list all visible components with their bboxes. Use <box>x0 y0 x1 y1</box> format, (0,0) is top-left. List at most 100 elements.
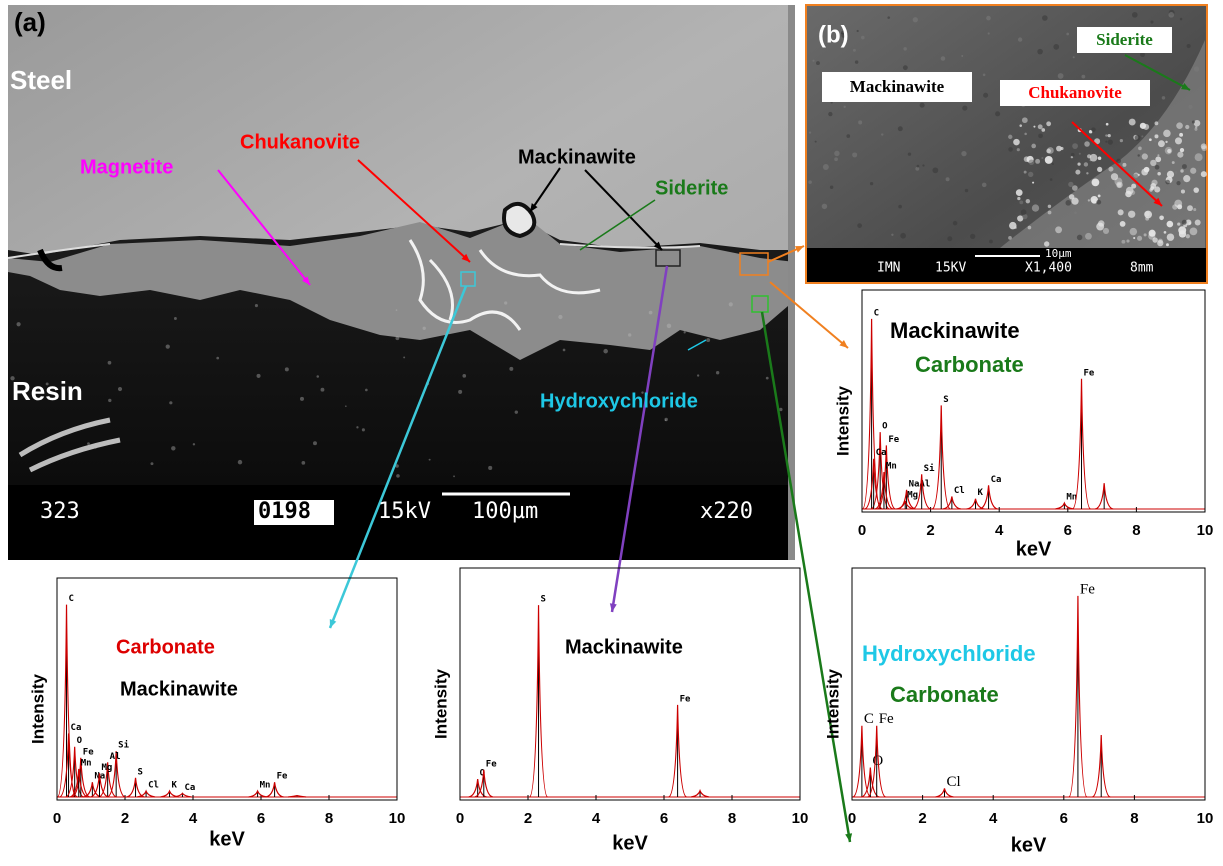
speckle <box>857 30 859 32</box>
speckle <box>1194 66 1199 71</box>
speckle <box>922 164 924 166</box>
speckle <box>1149 138 1152 141</box>
speckle <box>808 180 812 184</box>
speckle <box>1165 141 1167 143</box>
speckle <box>169 401 172 404</box>
speckle <box>961 55 963 57</box>
speckle <box>1180 169 1183 172</box>
speckle <box>1201 171 1207 177</box>
speckle <box>302 461 306 465</box>
speckle <box>1066 33 1069 36</box>
speckle <box>1013 139 1020 146</box>
x-tick-label: 10 <box>389 810 406 827</box>
speckle <box>1085 233 1092 240</box>
speckle <box>1122 163 1126 167</box>
speckle <box>1021 209 1027 215</box>
speckle <box>887 16 890 19</box>
speckle <box>1121 240 1125 244</box>
speckle <box>16 322 20 326</box>
speckle <box>1180 18 1183 21</box>
x-tick-label: 4 <box>592 810 601 827</box>
peak-label: C <box>874 308 879 318</box>
x-tick-label: 2 <box>926 522 934 539</box>
speckle <box>1179 133 1183 137</box>
speckle <box>1133 174 1138 179</box>
speckle <box>1008 147 1013 152</box>
speckle <box>1075 170 1080 175</box>
info-text: 0198 <box>258 499 311 524</box>
speckle <box>697 374 699 376</box>
peak-label: C <box>69 594 74 604</box>
speckle <box>1176 122 1183 129</box>
speckle <box>1098 194 1101 197</box>
speckle <box>317 375 320 378</box>
speckle <box>1165 147 1172 154</box>
speckle <box>1128 211 1135 218</box>
speckle <box>1035 159 1040 164</box>
speckle <box>915 167 919 171</box>
speckle <box>1120 221 1126 227</box>
speckle <box>1177 222 1180 225</box>
spectrum-annotation: Carbonate <box>915 352 1024 377</box>
speckle <box>1108 167 1113 172</box>
speckle <box>118 387 122 391</box>
speckle <box>603 349 608 354</box>
speckle <box>1194 128 1197 131</box>
speckle <box>1072 143 1078 149</box>
speckle <box>1190 227 1198 235</box>
speckle <box>1108 134 1111 137</box>
speckle <box>300 397 304 401</box>
speckle <box>1120 139 1123 142</box>
info-text: 15KV <box>935 261 966 276</box>
phase-label: Chukanovite <box>240 131 360 153</box>
x-tick-label: 4 <box>989 810 998 827</box>
speckle <box>1144 211 1150 217</box>
peak-label: Al <box>110 752 121 762</box>
speckle <box>1137 154 1139 156</box>
x-tick-label: 0 <box>53 810 61 827</box>
speckle <box>903 47 906 50</box>
spectrum-annotation: Mackinawite <box>565 636 683 658</box>
speckle <box>1045 156 1053 164</box>
speckle <box>488 466 492 470</box>
peak-label: Ca <box>71 723 82 733</box>
x-tick-label: 8 <box>728 810 736 827</box>
figure: (a)SteelMagnetiteChukanoviteMackinawiteS… <box>0 0 1223 866</box>
speckle <box>1144 233 1147 236</box>
speckle <box>1131 190 1136 195</box>
speckle <box>1038 133 1043 138</box>
x-axis-label: keV <box>1016 538 1052 560</box>
speckle <box>898 205 902 209</box>
speckle <box>1172 161 1175 164</box>
speckle <box>1031 144 1036 149</box>
peak-label: Fe <box>879 711 894 727</box>
speckle <box>1081 75 1085 79</box>
speckle <box>1008 135 1012 139</box>
speckle <box>395 336 399 340</box>
speckle <box>1175 137 1182 144</box>
speckle <box>1175 171 1178 174</box>
speckle <box>917 165 920 168</box>
speckle <box>1189 105 1193 109</box>
speckle <box>1091 127 1096 132</box>
speckle <box>1024 171 1027 174</box>
peak-label: K <box>172 781 178 791</box>
x-tick-label: 6 <box>1064 522 1072 539</box>
speckle <box>345 405 347 407</box>
speckle <box>816 61 820 65</box>
speckle <box>684 331 686 333</box>
speckle <box>908 152 911 155</box>
speckle <box>365 389 368 392</box>
speckle <box>941 56 946 61</box>
speckle <box>1176 181 1180 185</box>
speckle <box>1032 204 1039 211</box>
peak-label: Mn <box>81 758 92 768</box>
info-text: 15kV <box>378 499 431 524</box>
speckle <box>1032 182 1034 184</box>
x-tick-label: 8 <box>1130 810 1138 827</box>
speckle <box>1033 126 1035 128</box>
speckle <box>1026 199 1030 203</box>
peak-label: K <box>978 488 984 498</box>
phase-label: Mackinawite <box>850 77 945 96</box>
speckle <box>961 151 966 156</box>
